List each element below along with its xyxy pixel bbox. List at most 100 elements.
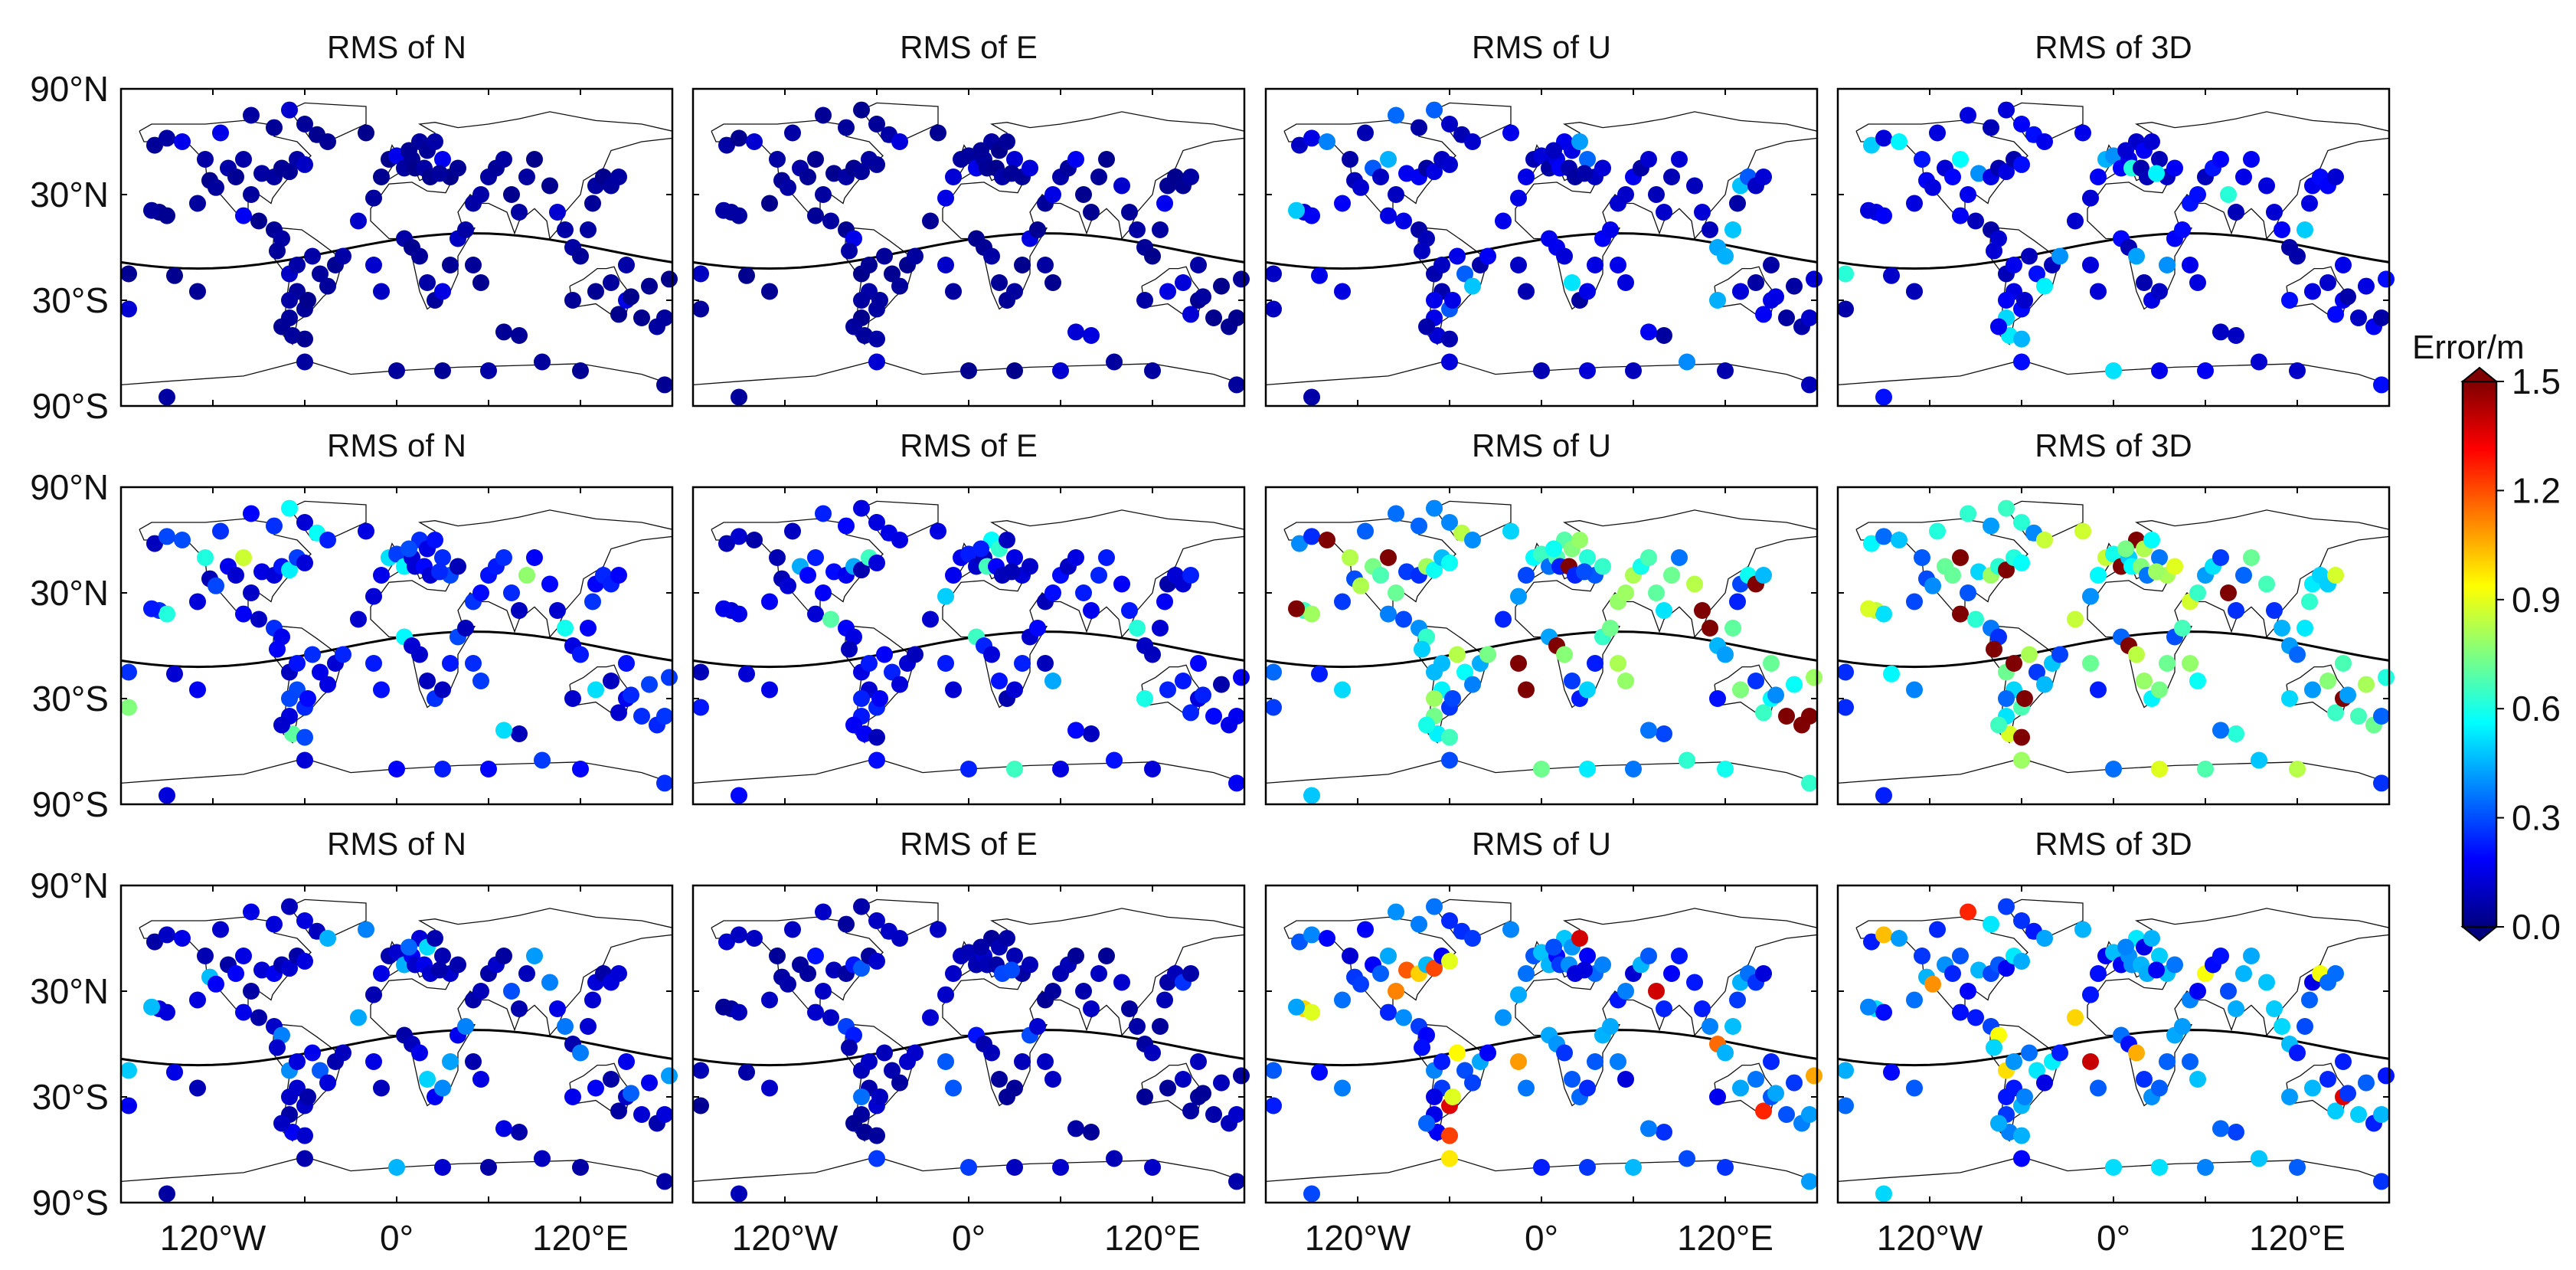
station-point <box>2136 274 2153 291</box>
station-point <box>610 704 627 722</box>
station-point <box>1510 655 1527 672</box>
station-point <box>2212 722 2229 739</box>
station-point <box>1556 646 1573 663</box>
station-point <box>1929 921 1946 938</box>
station-point <box>1464 1074 1481 1092</box>
station-point <box>1806 270 1822 288</box>
station-point <box>1075 186 1092 203</box>
station-point <box>442 257 459 273</box>
station-point <box>1495 212 1512 230</box>
station-point <box>587 1079 604 1097</box>
station-point <box>1441 155 1458 173</box>
station-point <box>1464 676 1481 693</box>
station-point <box>2159 257 2176 273</box>
station-point <box>572 247 589 265</box>
station-point <box>841 1039 858 1056</box>
station-point <box>2021 646 2038 663</box>
station-point <box>2151 549 2168 566</box>
station-point <box>2228 204 2244 221</box>
station-point <box>296 912 313 929</box>
station-point <box>2189 274 2206 291</box>
map-panel-r2-u: RMS of U <box>1264 427 1822 806</box>
station-point <box>1906 681 1923 699</box>
station-point <box>1090 567 1107 584</box>
station-point <box>1875 1003 1892 1021</box>
station-point <box>1709 292 1726 309</box>
station-point <box>480 1159 497 1176</box>
station-point <box>189 593 206 610</box>
station-point <box>2301 195 2318 212</box>
station-point <box>876 1044 893 1062</box>
station-point <box>2021 1044 2038 1062</box>
station-point <box>999 133 1015 150</box>
station-point <box>1303 605 1320 623</box>
station-point <box>208 577 224 594</box>
station-point <box>1545 938 1562 956</box>
station-point <box>1914 948 1930 964</box>
station-point <box>841 242 858 260</box>
station-point <box>1625 1159 1642 1176</box>
station-point <box>868 952 885 970</box>
station-point <box>564 690 581 707</box>
station-point <box>2090 965 2107 982</box>
station-point <box>472 584 489 601</box>
station-point <box>1228 774 1245 792</box>
station-point <box>799 965 816 982</box>
station-point <box>937 588 954 605</box>
station-point <box>1510 189 1527 207</box>
coastline <box>1837 500 2390 784</box>
station-point <box>1533 1159 1550 1176</box>
station-point <box>1464 133 1481 150</box>
station-point <box>2082 986 2099 1003</box>
station-point <box>296 952 313 970</box>
station-point <box>884 1062 901 1079</box>
station-point <box>1594 956 1611 974</box>
station-point <box>572 646 589 663</box>
station-point <box>1067 151 1084 168</box>
lon-tick-label: 120°W <box>1877 1218 1983 1258</box>
lat-tick-label: 30°S <box>32 1077 109 1117</box>
station-point <box>922 1009 939 1026</box>
station-point <box>431 563 448 581</box>
station-point <box>656 376 673 394</box>
station-point <box>2105 761 2122 777</box>
station-point <box>1106 1150 1123 1167</box>
station-point <box>1717 761 1734 777</box>
station-point <box>1518 169 1535 185</box>
station-point <box>692 1097 709 1115</box>
station-point <box>2067 212 2084 230</box>
station-point <box>780 178 796 196</box>
station-point <box>1587 655 1603 672</box>
station-point <box>526 948 543 964</box>
station-point <box>495 722 512 739</box>
station-point <box>2197 1159 2214 1176</box>
station-point <box>1022 956 1038 974</box>
station-point <box>1352 178 1369 196</box>
station-point <box>350 610 367 628</box>
station-point <box>1640 722 1657 739</box>
station-point <box>159 528 175 545</box>
station-point <box>2016 690 2033 707</box>
station-point <box>731 926 747 944</box>
station-point <box>1617 274 1634 291</box>
station-point <box>1288 600 1305 617</box>
station-point <box>761 593 778 610</box>
station-point <box>1729 991 1746 1009</box>
station-point <box>296 751 313 769</box>
map-panels: RMS of N RMS of E RMS of U RMS of 3D RMS of … <box>119 29 2395 1204</box>
station-point <box>1564 673 1581 689</box>
station-point <box>584 593 601 610</box>
station-point <box>159 1003 175 1021</box>
station-point <box>2074 921 2091 938</box>
station-point <box>1411 119 1427 136</box>
station-point <box>1067 948 1084 964</box>
station-point <box>1113 575 1130 593</box>
station-point <box>853 1088 870 1105</box>
station-point <box>731 207 747 224</box>
colorbar-tick-label: 0.3 <box>2512 798 2561 838</box>
station-point <box>365 588 382 605</box>
station-point <box>1579 549 1596 566</box>
lon-tick-label: 0° <box>1525 1218 1558 1258</box>
station-point <box>1594 558 1611 575</box>
station-point <box>2013 751 2030 769</box>
